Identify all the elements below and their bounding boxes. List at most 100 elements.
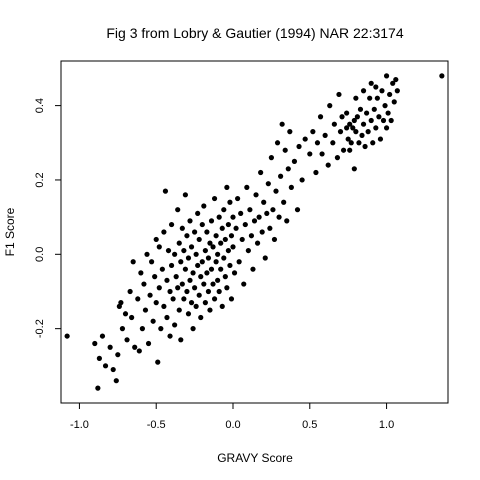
data-point bbox=[156, 285, 162, 291]
data-point bbox=[296, 143, 302, 150]
data-point bbox=[288, 184, 294, 190]
data-point bbox=[383, 125, 390, 131]
data-point bbox=[310, 129, 316, 135]
data-point bbox=[211, 195, 218, 202]
data-point bbox=[96, 355, 102, 361]
data-point bbox=[330, 140, 336, 146]
data-point bbox=[276, 214, 282, 220]
data-point bbox=[362, 143, 368, 150]
data-point bbox=[187, 218, 193, 224]
data-point bbox=[251, 218, 258, 224]
data-point bbox=[273, 188, 279, 194]
data-point bbox=[219, 225, 225, 231]
data-point bbox=[215, 251, 221, 257]
data-point bbox=[208, 266, 215, 272]
x-tick-label: 0.5 bbox=[302, 419, 317, 431]
data-point bbox=[168, 262, 175, 269]
data-point bbox=[173, 274, 179, 280]
x-axis-label: GRAVY Score bbox=[217, 451, 293, 465]
data-point bbox=[222, 274, 228, 280]
data-point bbox=[176, 307, 182, 313]
data-point bbox=[102, 363, 109, 369]
data-point bbox=[142, 307, 149, 313]
data-point bbox=[152, 274, 158, 280]
data-point bbox=[256, 214, 262, 220]
data-point bbox=[153, 300, 159, 306]
data-point bbox=[221, 255, 227, 261]
data-point bbox=[199, 259, 205, 265]
data-point bbox=[390, 80, 396, 86]
data-point bbox=[150, 318, 156, 324]
data-point bbox=[360, 121, 367, 127]
x-axis: -1.0 -0.5 0.0 0.5 1.0 bbox=[70, 402, 394, 431]
data-point bbox=[149, 259, 155, 265]
data-point bbox=[193, 303, 199, 309]
data-point bbox=[239, 236, 245, 243]
data-point bbox=[199, 221, 205, 228]
data-point bbox=[196, 236, 202, 243]
data-point bbox=[376, 114, 382, 120]
data-point bbox=[161, 303, 167, 309]
data-point bbox=[291, 158, 298, 164]
data-point bbox=[113, 378, 119, 384]
data-point bbox=[195, 262, 201, 269]
data-point bbox=[175, 285, 181, 291]
data-point bbox=[250, 266, 256, 272]
data-point bbox=[336, 91, 342, 98]
y-axis-label: F1 Score bbox=[3, 207, 17, 256]
data-point bbox=[350, 125, 356, 131]
data-point bbox=[248, 233, 255, 239]
data-point bbox=[264, 210, 270, 217]
data-point bbox=[254, 240, 261, 246]
data-point bbox=[138, 270, 144, 276]
data-point bbox=[347, 147, 353, 153]
data-point bbox=[238, 210, 244, 217]
data-point bbox=[359, 132, 365, 138]
data-point bbox=[215, 277, 221, 283]
data-point bbox=[351, 117, 357, 124]
data-point bbox=[207, 307, 213, 313]
data-point bbox=[299, 177, 305, 183]
data-point bbox=[181, 296, 187, 302]
data-point bbox=[184, 288, 190, 295]
data-point bbox=[231, 270, 238, 276]
data-point bbox=[202, 300, 208, 306]
data-point bbox=[314, 140, 321, 146]
data-point bbox=[221, 207, 227, 213]
data-point bbox=[205, 288, 212, 295]
data-point bbox=[373, 84, 379, 90]
data-point bbox=[347, 121, 353, 127]
data-point bbox=[377, 136, 384, 142]
data-point bbox=[135, 296, 141, 302]
data-point bbox=[356, 140, 362, 146]
data-point bbox=[115, 352, 121, 358]
data-point bbox=[99, 333, 106, 339]
data-point bbox=[247, 207, 253, 213]
data-point bbox=[241, 281, 247, 287]
data-point bbox=[175, 207, 181, 213]
data-point bbox=[262, 255, 268, 261]
data-point bbox=[210, 281, 216, 287]
data-point bbox=[164, 277, 170, 283]
data-point bbox=[344, 125, 350, 131]
data-point bbox=[188, 244, 195, 250]
data-point bbox=[227, 262, 233, 269]
data-point bbox=[162, 188, 169, 194]
data-point bbox=[228, 296, 235, 302]
data-point bbox=[92, 340, 98, 347]
data-point bbox=[354, 114, 360, 120]
data-point bbox=[170, 296, 176, 302]
data-point bbox=[339, 114, 345, 120]
data-points bbox=[64, 73, 445, 391]
data-point bbox=[364, 110, 370, 116]
data-point bbox=[181, 247, 187, 254]
data-point bbox=[271, 236, 278, 243]
data-point bbox=[313, 169, 319, 176]
data-point bbox=[107, 344, 113, 350]
data-point bbox=[141, 281, 147, 287]
data-point bbox=[219, 303, 225, 309]
data-point bbox=[365, 129, 371, 135]
data-point bbox=[118, 300, 124, 306]
data-point bbox=[172, 322, 178, 328]
data-point bbox=[144, 251, 150, 257]
